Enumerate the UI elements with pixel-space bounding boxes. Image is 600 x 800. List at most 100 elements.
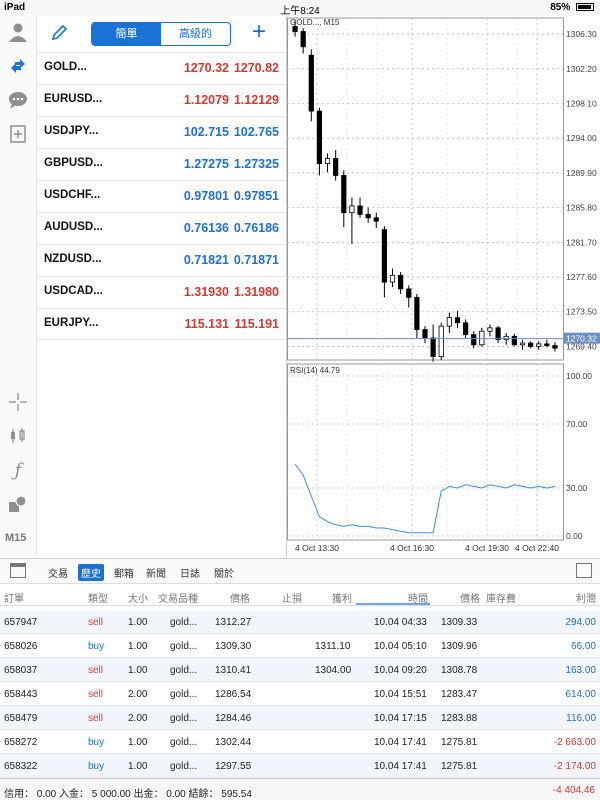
order-cell: 658479 bbox=[4, 713, 38, 724]
candle-body bbox=[389, 274, 396, 283]
order-cell: 658443 bbox=[4, 689, 38, 700]
col-close-price[interactable]: 價格 bbox=[460, 594, 480, 605]
chat-icon[interactable] bbox=[7, 90, 29, 112]
tab-mailbox[interactable]: 郵箱 bbox=[114, 569, 134, 580]
close-price-cell: 1283.47 bbox=[441, 689, 478, 700]
candle-body bbox=[544, 343, 550, 347]
chart-title: GOLD..., M15 bbox=[290, 18, 340, 27]
col-order[interactable]: 訂單 bbox=[4, 594, 24, 605]
profit-cell: 116.00 bbox=[566, 713, 596, 724]
quote-row[interactable]: USDCHF... 0.97801 0.97851 bbox=[37, 180, 286, 212]
time-cell: 10.04 09:20 bbox=[374, 665, 427, 676]
table-row[interactable]: 657947 sell 1.00 gold... 1312.27 10.04 04:33 1… bbox=[0, 610, 600, 634]
quote-bid: 0.76136 bbox=[183, 221, 229, 235]
price-cell: 1284.46 bbox=[215, 713, 252, 724]
crosshair-icon[interactable] bbox=[7, 392, 29, 414]
objects-icon[interactable] bbox=[7, 494, 29, 516]
close-price-cell: 1283.88 bbox=[441, 713, 478, 724]
layout-icon[interactable] bbox=[576, 563, 592, 578]
chart-canvas[interactable]: 1306.30 1302.20 1298.10 1294.00 1289.90 1285.… bbox=[287, 16, 600, 556]
type-cell: buy bbox=[88, 737, 105, 748]
table-row[interactable]: 658037 sell 1.00 gold... 1310.41 1304.00 10.04… bbox=[0, 658, 600, 682]
table-row[interactable]: 658443 sell 2.00 gold... 1286.54 10.04 15:51 1… bbox=[0, 682, 600, 706]
price-chart[interactable]: 1306.30 1302.20 1298.10 1294.00 1289.90 1285.… bbox=[286, 16, 600, 556]
quote-row[interactable]: USDJPY... 102.715 102.765 bbox=[37, 116, 286, 148]
quote-row[interactable]: EURJPY... 115.131 115.191 bbox=[37, 308, 286, 340]
price-tick-label: 1269.40 bbox=[566, 341, 597, 351]
table-row[interactable]: 658479 sell 2.00 gold... 1284.46 10.04 17:15 1… bbox=[0, 706, 600, 730]
indicators-icon[interactable]: ƒ bbox=[14, 460, 22, 481]
table-row[interactable]: 658026 buy 1.00 gold... 1309.30 1311.10 10.04 … bbox=[0, 634, 600, 658]
timeframe-button[interactable]: M15 bbox=[5, 532, 27, 544]
type-cell: sell bbox=[88, 713, 104, 724]
profit-cell: 294.00 bbox=[565, 617, 596, 628]
rsi-line bbox=[294, 463, 555, 534]
quote-ask: 0.71871 bbox=[233, 253, 279, 267]
table-row[interactable]: 658272 buy 1.00 gold... 1302.44 10.04 17:41 12… bbox=[0, 730, 600, 754]
tab-history[interactable]: 歷史 bbox=[78, 564, 104, 581]
rsi-tick-label: 0.00 bbox=[566, 531, 583, 541]
candle-body bbox=[414, 296, 420, 330]
tab-trade[interactable]: 交易 bbox=[48, 569, 68, 580]
quote-row[interactable]: NZDUSD... 0.71821 0.71871 bbox=[37, 244, 286, 276]
tab-about[interactable]: 關於 bbox=[214, 569, 234, 580]
symbol-cell: gold... bbox=[170, 665, 198, 676]
calendar-icon[interactable] bbox=[10, 563, 26, 578]
new-order-icon[interactable] bbox=[7, 124, 29, 146]
quotes-arrows-icon[interactable] bbox=[7, 56, 29, 78]
rsi-tick-label: 100.00 bbox=[566, 371, 592, 381]
quote-row[interactable]: GOLD... 1270.32 1270.82 bbox=[37, 52, 286, 84]
col-tp[interactable]: 獲利 bbox=[332, 594, 352, 605]
symbol-cell: gold... bbox=[170, 617, 198, 628]
col-time[interactable]: 時間 bbox=[408, 594, 428, 605]
quote-row[interactable]: EURUSD... 1.12079 1.12129 bbox=[37, 84, 286, 116]
quote-row[interactable]: AUDUSD... 0.76136 0.76186 bbox=[37, 212, 286, 244]
quote-ask: 102.765 bbox=[233, 125, 279, 139]
size-cell: 1.00 bbox=[128, 641, 148, 652]
account-icon[interactable] bbox=[7, 22, 29, 44]
rsi-pane-frame bbox=[287, 363, 564, 541]
candle-body bbox=[471, 334, 477, 346]
col-size[interactable]: 大小 bbox=[128, 594, 148, 605]
symbol-cell: gold... bbox=[170, 641, 198, 652]
size-cell: 2.00 bbox=[128, 689, 148, 700]
candle-body bbox=[495, 327, 501, 341]
profit-cell: 614.00 bbox=[565, 689, 596, 700]
time-tick-label: 4 Oct 22:40 bbox=[515, 543, 559, 553]
tab-news[interactable]: 新聞 bbox=[146, 569, 166, 580]
account-summary-bar: 信用： 0.00 入金： 5 000.00 出金： 0.00 結餘： 595.5… bbox=[0, 778, 600, 800]
col-sl[interactable]: 止損 bbox=[282, 594, 302, 605]
quote-symbol: USDJPY... bbox=[44, 125, 99, 137]
price-tick-label: 1289.90 bbox=[566, 168, 597, 178]
time-cell: 10.04 15:51 bbox=[374, 689, 427, 700]
battery-status: 85% bbox=[550, 2, 594, 13]
quote-row[interactable]: GBPUSD... 1.27275 1.27325 bbox=[37, 148, 286, 180]
col-price[interactable]: 價格 bbox=[230, 594, 250, 605]
candle-body bbox=[536, 343, 542, 347]
price-tick-label: 1302.20 bbox=[566, 64, 597, 74]
col-profit[interactable]: 利潤 bbox=[576, 594, 596, 605]
col-type[interactable]: 類型 bbox=[88, 594, 108, 605]
candle-body bbox=[324, 158, 331, 165]
quote-ask: 1.12129 bbox=[233, 93, 279, 107]
simple-view-tab[interactable]: 簡單 bbox=[92, 23, 161, 45]
quote-ask: 115.191 bbox=[234, 317, 280, 331]
table-row[interactable]: 658322 buy 1.00 gold... 1297.55 10.04 17:41 12… bbox=[0, 754, 600, 778]
candle-body bbox=[398, 274, 404, 290]
time-tick-label: 4 Oct 13:30 bbox=[295, 543, 339, 553]
advanced-view-tab[interactable]: 高級的 bbox=[179, 28, 212, 40]
price-tick-label: 1277.60 bbox=[566, 272, 597, 282]
col-symbol[interactable]: 交易品種 bbox=[158, 594, 198, 605]
quote-row[interactable]: USDCAD... 1.31930 1.31980 bbox=[37, 276, 286, 308]
price-cell: 1286.54 bbox=[215, 689, 252, 700]
time-cell: 10.04 04:33 bbox=[374, 617, 427, 628]
size-cell: 1.00 bbox=[128, 737, 148, 748]
col-swap[interactable]: 庫存費 bbox=[486, 594, 516, 605]
add-symbol-icon[interactable]: + bbox=[252, 18, 267, 45]
sort-indicator bbox=[356, 603, 430, 605]
chart-type-icon[interactable] bbox=[7, 426, 29, 448]
quote-symbol: AUDUSD... bbox=[44, 221, 103, 233]
type-cell: sell bbox=[88, 689, 104, 700]
tab-journal[interactable]: 日誌 bbox=[180, 569, 200, 580]
edit-icon[interactable] bbox=[51, 24, 68, 46]
